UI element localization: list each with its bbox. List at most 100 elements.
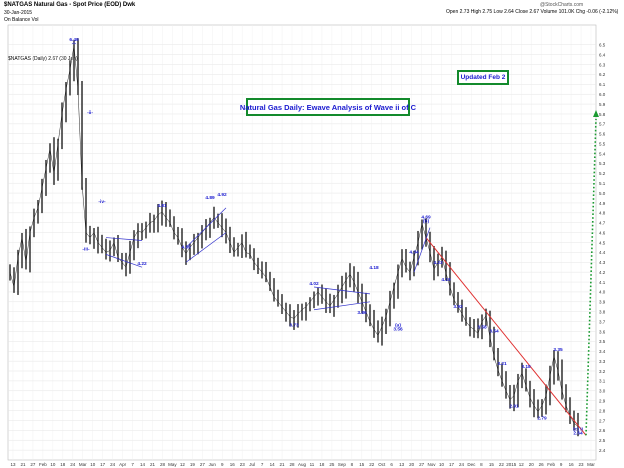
chart-indicator-label: On Balance Vol (4, 17, 39, 23)
y-tick-label: 3.5 (599, 339, 606, 344)
y-tick-label: 5.1 (599, 181, 606, 186)
wave-label: 3.92 (453, 304, 463, 310)
y-tick-label: 4.4 (599, 250, 606, 255)
y-tick-label: 5.6 (599, 132, 606, 137)
wave-label: -iii- (82, 247, 90, 253)
wave-label: -iv- (98, 199, 106, 205)
channel-line (313, 301, 371, 311)
wave-label: 2.91 (509, 404, 519, 410)
x-tick-label: 18 (319, 462, 325, 467)
channel-line (413, 227, 431, 273)
y-tick-label: 3.9 (599, 300, 606, 305)
chart-ohlc-readout: Open 2.73 High 2.75 Low 2.64 Close 2.67 … (446, 9, 619, 15)
y-tick-label: 3.2 (599, 369, 606, 374)
x-tick-label: 19 (190, 462, 196, 467)
update-note-box: Updated Feb 2 (457, 70, 509, 85)
x-tick-label: Mar (587, 462, 595, 467)
x-tick-label: Aug (298, 462, 307, 467)
channel-line (105, 237, 143, 241)
chart-source: @StockCharts.com (540, 2, 584, 8)
y-tick-label: 5.0 (599, 191, 606, 196)
x-tick-label: 17 (100, 462, 106, 467)
x-tick-label: Apr (119, 462, 127, 467)
x-tick-label: 20 (409, 462, 415, 467)
wave-label: 3.58 (477, 324, 487, 330)
y-tick-label: 4.7 (599, 221, 606, 226)
wave-label: (a) (395, 322, 401, 328)
x-tick-label: 20 (529, 462, 535, 467)
x-tick-label: 17 (449, 462, 455, 467)
x-tick-label: Jun (209, 462, 217, 467)
x-tick-label: 22 (499, 462, 505, 467)
wave-label: 4.89 (205, 195, 215, 201)
y-tick-label: 4.8 (599, 211, 606, 216)
x-tick-label: 2015 (506, 462, 517, 467)
y-tick-label: 6.0 (599, 92, 606, 97)
x-tick-label: 11 (310, 462, 315, 467)
x-tick-label: 13 (399, 462, 405, 467)
wave-label: 4.22 (137, 261, 147, 267)
x-tick-label: 27 (419, 462, 425, 467)
x-tick-label: 21 (150, 462, 156, 467)
x-tick-label: 10 (50, 462, 56, 467)
wave-label: 4.19 (441, 277, 451, 283)
wave-label: 3.35 (553, 347, 563, 353)
x-tick-label: Feb (39, 462, 47, 467)
x-tick-label: 15 (489, 462, 495, 467)
y-tick-label: 5.5 (599, 141, 606, 146)
wave-label: 3.54 (489, 328, 499, 334)
wave-label: (b) (423, 219, 430, 225)
y-tick-label: 3.7 (599, 319, 606, 324)
y-tick-label: 6.4 (599, 52, 606, 57)
wave-label: (c) ii (573, 426, 583, 432)
x-tick-label: 26 (539, 462, 545, 467)
price-line (9, 45, 579, 427)
y-tick-label: 3.8 (599, 310, 606, 315)
y-tick-label: 4.6 (599, 230, 606, 235)
y-tick-label: 4.9 (599, 201, 606, 206)
y-tick-label: 5.7 (599, 122, 606, 127)
wave-label: 4.69 (421, 215, 431, 221)
wave-label: 4.39 (181, 244, 191, 250)
y-tick-label: 3.6 (599, 329, 606, 334)
y-tick-label: 5.4 (599, 151, 606, 156)
y-tick-label: 4.5 (599, 240, 606, 245)
y-tick-label: 5.8 (599, 112, 606, 117)
x-tick-label: 8 (480, 462, 483, 467)
y-tick-label: 2.9 (599, 398, 606, 403)
channel-line (105, 254, 143, 268)
wave-label: 3.21 (497, 361, 507, 367)
y-tick-label: 3.1 (599, 379, 606, 384)
x-tick-label: 10 (90, 462, 96, 467)
x-tick-label: 10 (439, 462, 445, 467)
wave-label: 3.86 (357, 310, 367, 316)
y-tick-label: 6.5 (599, 43, 606, 48)
y-tick-label: 3.0 (599, 389, 606, 394)
x-tick-label: Dec (467, 462, 476, 467)
chart-header-date: 30-Jan-2015 (4, 10, 33, 16)
x-tick-label: 14 (270, 462, 276, 467)
wave-label: 3.56 (393, 326, 403, 332)
x-tick-label: Sep (338, 462, 347, 467)
x-tick-label: Nov (428, 462, 437, 467)
wave-label: 2.64 (573, 430, 583, 436)
x-tick-label: 27 (30, 462, 36, 467)
x-tick-label: 9 (221, 462, 224, 467)
trendline-red (425, 237, 587, 436)
x-tick-label: 9 (560, 462, 563, 467)
x-tick-label: Jul (249, 462, 255, 467)
wave-label: 4.92 (217, 192, 227, 198)
projection-arrow (585, 118, 597, 436)
x-tick-label: 24 (70, 462, 76, 467)
channel-line (185, 232, 227, 263)
channel-line (313, 286, 371, 295)
y-tick-label: 2.6 (599, 428, 606, 433)
y-tick-label: 3.3 (599, 359, 606, 364)
wave-label: -ii- (87, 110, 93, 116)
y-tick-label: 5.3 (599, 161, 606, 166)
wave-label: 3.73 (289, 323, 299, 329)
x-tick-label: 23 (240, 462, 246, 467)
wave-label: 3.18 (521, 364, 531, 370)
